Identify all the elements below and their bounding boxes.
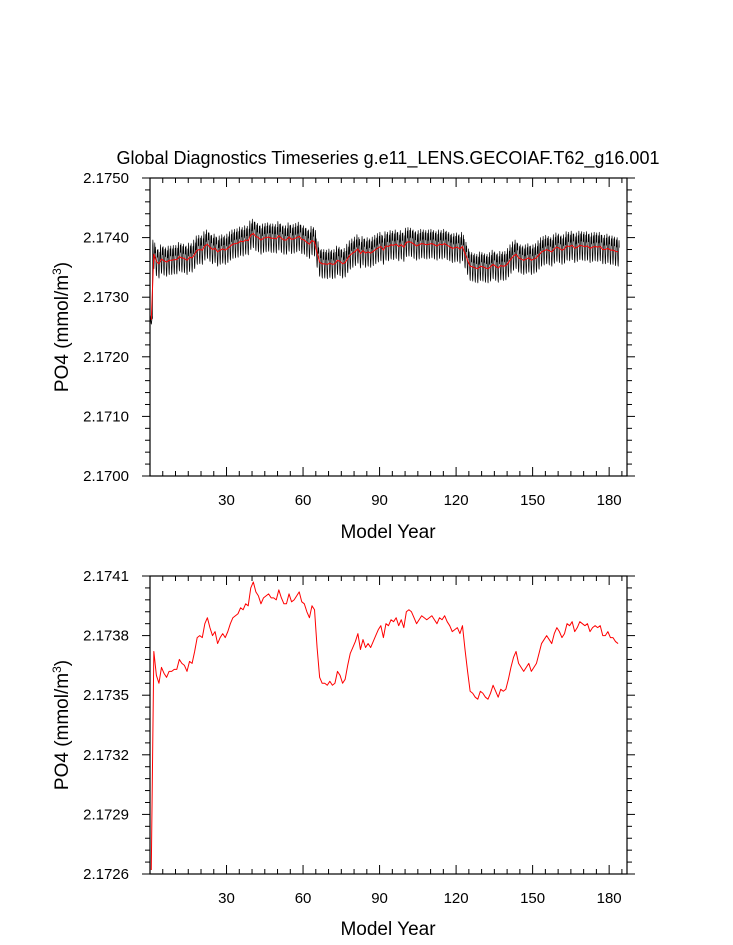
- ticks-top: 30 60 90 120 150 180 2.1700 2.1710 2.1720 2.1730 2…: [83, 170, 635, 509]
- x-tick-label: 60: [295, 492, 312, 509]
- chart-top: 30 60 90 120 150 180 2.1700 2.1710 2.1720 2.1730 2…: [50, 170, 635, 543]
- x-tick-label: 90: [371, 890, 388, 907]
- series-line-annual-mean: [150, 581, 619, 871]
- x-tick-label: 30: [218, 890, 235, 907]
- x-axis-title-bottom: Model Year: [340, 919, 436, 940]
- y-tick-label: 2.1750: [83, 170, 129, 187]
- x-tick-label: 180: [597, 890, 622, 907]
- series-group: [150, 581, 619, 871]
- series-group: [150, 218, 620, 325]
- y-tick-label: 2.1710: [83, 408, 129, 425]
- y-tick-label: 2.1720: [83, 349, 129, 366]
- x-tick-label: 90: [371, 492, 388, 509]
- y-tick-label: 2.1740: [83, 230, 129, 247]
- x-tick-label: 60: [295, 890, 312, 907]
- x-tick-label: 120: [444, 492, 469, 509]
- series-line-annual-mean: [150, 232, 619, 320]
- y-tick-label: 2.1726: [83, 866, 129, 883]
- plot-frame-bottom: [149, 575, 628, 875]
- y-tick-label: 2.1741: [83, 568, 129, 585]
- plot-frame-top: [149, 177, 628, 477]
- y-tick-label: 2.1700: [83, 468, 129, 485]
- figure-title: Global Diagnostics Timeseries g.e11_LENS…: [117, 148, 660, 169]
- y-axis-title-bottom: PO4 (mmol/m3): [50, 660, 73, 790]
- x-tick-label: 120: [444, 890, 469, 907]
- x-axis-title-top: Model Year: [340, 522, 436, 543]
- y-tick-label: 2.1732: [83, 747, 129, 764]
- y-tick-label: 2.1735: [83, 687, 129, 704]
- y-axis-title-top: PO4 (mmol/m3): [50, 262, 73, 392]
- series-layer-top: [150, 218, 620, 325]
- x-tick-label: 150: [520, 492, 545, 509]
- y-tick-label: 2.1729: [83, 806, 129, 823]
- y-tick-label: 2.1730: [83, 289, 129, 306]
- x-tick-label: 150: [520, 890, 545, 907]
- ticks-bottom: 30 60 90 120 150 180 2.1726 2.1729 2.1732 2.1735 2…: [83, 568, 635, 907]
- y-tick-label: 2.1738: [83, 628, 129, 645]
- x-tick-label: 180: [597, 492, 622, 509]
- series-layer-bottom: [150, 581, 619, 871]
- chart-bottom: 30 60 90 120 150 180 2.1726 2.1729 2.1732 2.1735 2…: [50, 568, 635, 940]
- x-tick-label: 30: [218, 492, 235, 509]
- series-line-monthly: [150, 218, 620, 325]
